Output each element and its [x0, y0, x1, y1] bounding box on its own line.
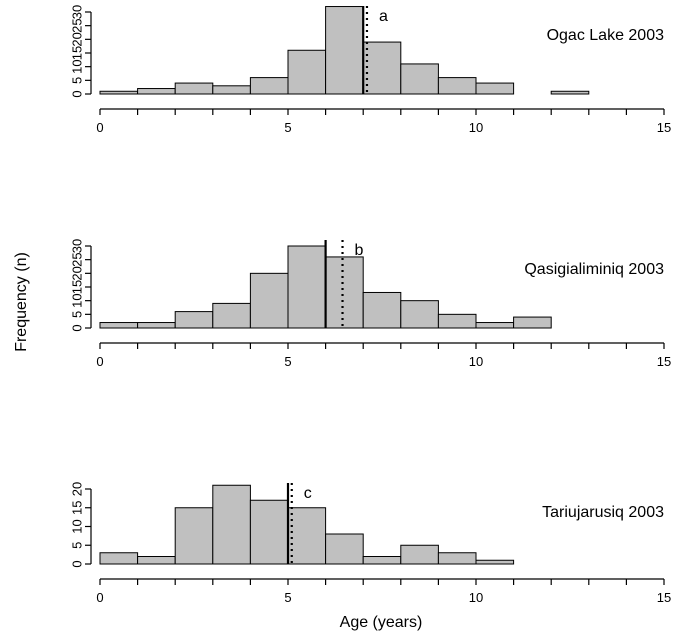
- x-tick-label: 0: [96, 590, 103, 605]
- panel-letter: b: [355, 242, 364, 259]
- x-tick-label: 10: [469, 354, 483, 369]
- y-tick-label: 0: [70, 324, 85, 331]
- y-tick-label: 25: [70, 252, 85, 266]
- y-tick-label: 25: [70, 18, 85, 32]
- histogram-bar: [325, 6, 364, 95]
- histogram-bar: [400, 544, 439, 565]
- histogram-bar: [437, 77, 477, 95]
- histogram-bar: [287, 49, 327, 95]
- histogram-bar: [325, 256, 364, 329]
- panel-title: Ogac Lake 2003: [547, 27, 665, 44]
- histogram-bar: [362, 556, 402, 565]
- histogram-bar: [212, 85, 251, 95]
- y-tick-label: 20: [70, 32, 85, 46]
- y-tick-label: 30: [70, 5, 85, 19]
- y-tick-label: 15: [70, 501, 85, 515]
- histogram-bar: [325, 533, 364, 565]
- histogram-bar: [174, 82, 214, 95]
- histogram-bar: [174, 311, 214, 329]
- x-tick-label: 15: [657, 590, 671, 605]
- x-tick-label: 0: [96, 354, 103, 369]
- histogram-bar: [550, 90, 590, 95]
- y-tick-label: 20: [70, 266, 85, 280]
- y-tick-label: 10: [70, 59, 85, 73]
- y-tick-label: 30: [70, 239, 85, 253]
- histogram-bar: [249, 499, 289, 565]
- x-tick-label: 5: [284, 120, 291, 135]
- histogram-bar: [400, 63, 439, 95]
- x-tick-label: 15: [657, 120, 671, 135]
- y-tick-label: 15: [70, 280, 85, 294]
- histogram-bar: [437, 552, 477, 565]
- x-tick-label: 5: [284, 354, 291, 369]
- x-tick-label: 10: [469, 590, 483, 605]
- histogram-bar: [362, 41, 402, 95]
- histogram-bar: [212, 302, 251, 329]
- x-tick-label: 0: [96, 120, 103, 135]
- histogram-bar: [99, 552, 139, 565]
- histogram-bar: [249, 77, 289, 95]
- histogram-bar: [475, 559, 515, 565]
- x-tick-label: 15: [657, 354, 671, 369]
- histogram-bar: [513, 316, 552, 329]
- histogram-bar: [137, 322, 176, 329]
- y-tick-label: 5: [70, 311, 85, 318]
- histogram-panel-3: c Tariujarusiq 2003 0 5 10 15 20 0 5 10 15: [70, 482, 672, 605]
- histogram-bar: [137, 556, 176, 565]
- histogram-bar: [437, 313, 477, 329]
- panel-title: Qasigialiminiq 2003: [524, 261, 664, 278]
- histogram-bar: [249, 272, 289, 329]
- y-tick-label: 5: [70, 77, 85, 84]
- histogram-bar: [362, 291, 402, 329]
- histogram-bar: [174, 507, 214, 565]
- histogram-bar: [99, 322, 139, 329]
- y-tick-label: 10: [70, 519, 85, 533]
- y-tick-label: 15: [70, 46, 85, 60]
- y-tick-label: 10: [70, 293, 85, 307]
- panel-letter: a: [379, 8, 388, 25]
- y-tick-label: 20: [70, 482, 85, 496]
- histogram-bar: [475, 82, 515, 95]
- x-tick-label: 10: [469, 120, 483, 135]
- panel-title: Tariujarusiq 2003: [542, 504, 664, 521]
- histogram-bar: [137, 88, 176, 95]
- y-tick-label: 0: [70, 90, 85, 97]
- y-tick-label: 5: [70, 542, 85, 549]
- histogram-bar: [212, 484, 251, 565]
- y-axis-title: Frequency (n): [13, 252, 30, 352]
- histogram-bar: [475, 322, 515, 329]
- y-tick-label: 0: [70, 560, 85, 567]
- histogram-bar: [287, 507, 327, 565]
- histogram-bar: [99, 90, 139, 95]
- x-axis-title: Age (years): [340, 614, 423, 631]
- x-tick-label: 5: [284, 590, 291, 605]
- histogram-bar: [400, 300, 439, 329]
- histogram-bar: [287, 245, 327, 329]
- panel-letter: c: [304, 485, 312, 502]
